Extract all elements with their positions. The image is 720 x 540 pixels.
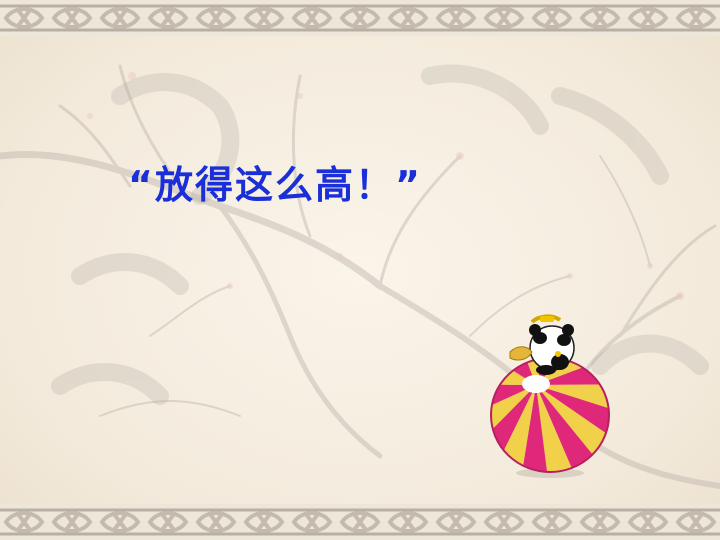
slide-title: “放得这么高！” bbox=[128, 163, 422, 207]
top-border-pattern bbox=[0, 0, 720, 36]
panda-on-ball-illustration bbox=[490, 314, 610, 478]
panda bbox=[509, 314, 575, 375]
bottom-border-pattern bbox=[0, 504, 720, 540]
